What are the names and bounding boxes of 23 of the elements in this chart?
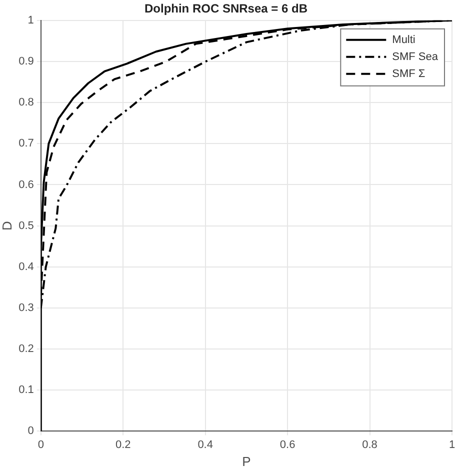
y-tick-label: 0 — [28, 425, 34, 438]
y-tick-label: 0.4 — [18, 260, 34, 273]
y-tick-label: 0.8 — [18, 96, 34, 109]
legend-label: SMF Sea — [392, 50, 439, 63]
chart-title: Dolphin ROC SNRsea = 6 dB — [144, 2, 308, 16]
x-tick-label: 0 — [38, 438, 44, 451]
y-tick-label: 0.7 — [18, 138, 34, 150]
x-tick-label: 0.4 — [198, 438, 213, 451]
y-tick-label: 0.6 — [18, 178, 34, 191]
y-tick-label: 1 — [28, 14, 34, 26]
legend-label: SMF Σ — [392, 68, 426, 80]
x-tick-label: 0.6 — [280, 438, 296, 451]
legend-label: Multi — [392, 34, 416, 46]
y-tick-label: 0.2 — [18, 343, 34, 356]
y-tick-label: 0.3 — [18, 302, 34, 314]
x-tick-label: 1 — [448, 438, 456, 451]
x-axis-title: P — [242, 454, 251, 469]
x-tick-label: 0.2 — [115, 438, 131, 451]
x-tick-label: 0.8 — [362, 438, 378, 451]
y-tick-label: 0.5 — [18, 220, 34, 232]
y-tick-label: 0.1 — [18, 384, 34, 396]
y-tick-label: 0.9 — [18, 56, 34, 68]
y-axis-title: D — [0, 221, 14, 230]
